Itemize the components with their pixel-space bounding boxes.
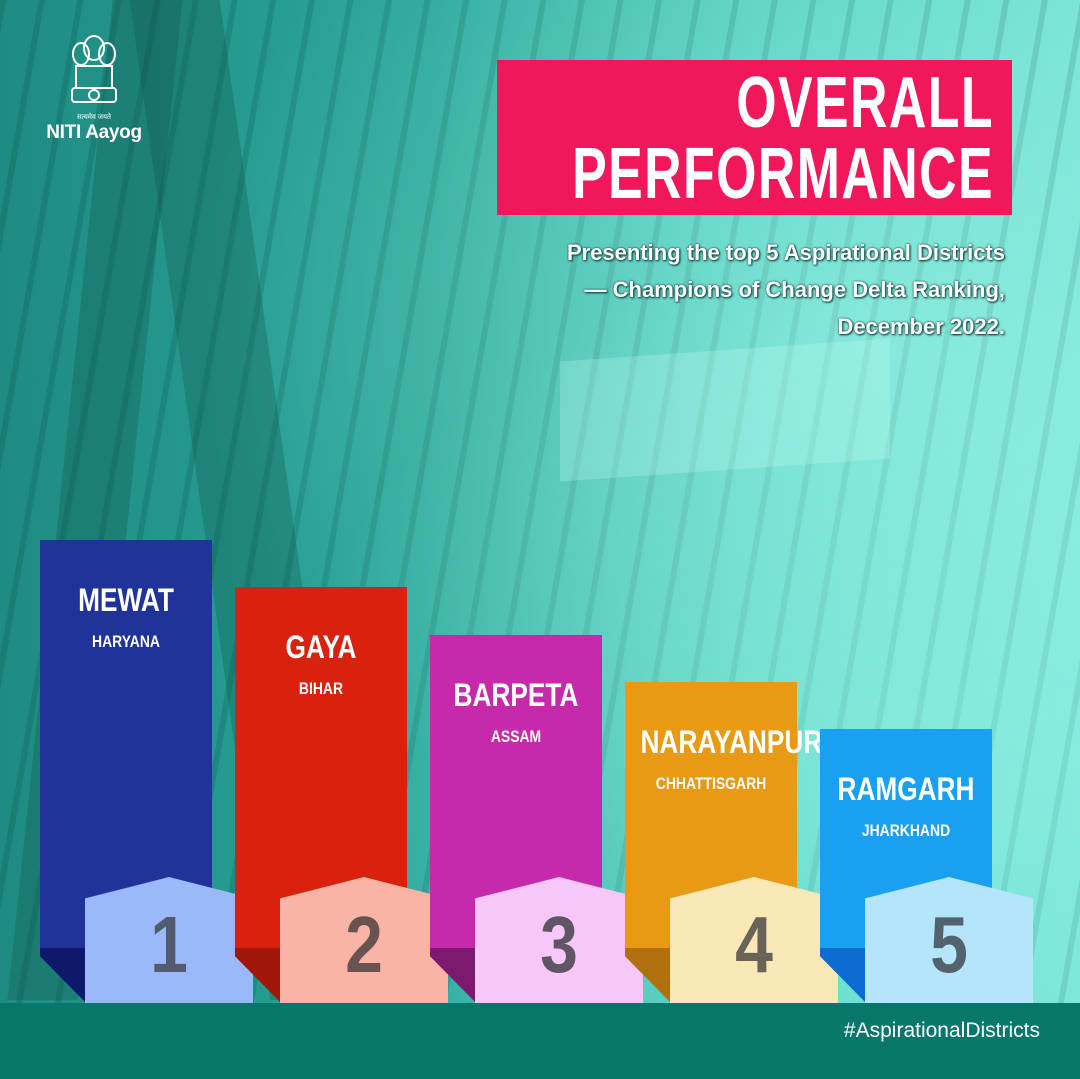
- rank-badge: 1: [85, 877, 253, 1003]
- state-name: BIHAR: [298, 679, 344, 699]
- district-name: MEWAT: [78, 582, 174, 618]
- district-name: RAMGARH: [837, 771, 975, 808]
- subtitle-line-1: Presenting the top 5 Aspirational Distri…: [566, 240, 1005, 265]
- subtitle: Presenting the top 5 Aspirational Distri…: [385, 234, 1005, 345]
- rank-badge: 2: [280, 877, 448, 1003]
- emblem-icon: [71, 35, 117, 103]
- state-name: JHARKHAND: [861, 821, 951, 841]
- rank-badge: 3: [475, 877, 643, 1003]
- rank-number: 3: [540, 900, 578, 989]
- district-name: GAYA: [285, 629, 357, 666]
- rank-number: 2: [345, 900, 383, 989]
- logo-name: NITI Aayog: [46, 122, 142, 143]
- footer-band: #AspirationalDistricts: [0, 1003, 1080, 1079]
- niti-aayog-logo: सत्यमेव जयते NITI Aayog: [38, 30, 150, 144]
- state-name: CHHATTISGARH: [655, 773, 767, 793]
- rank-badge: 5: [865, 877, 1033, 1003]
- district-name: NARAYANPUR: [640, 723, 823, 760]
- title-banner: OVERALL PERFORMANCE: [497, 60, 1012, 215]
- hashtag: #AspirationalDistricts: [843, 1019, 1040, 1042]
- rank-number: 5: [930, 900, 968, 989]
- background-books: [560, 338, 890, 482]
- rank-badge: 4: [670, 877, 838, 1003]
- subtitle-line-2: — Champions of Change Delta Ranking,: [584, 277, 1005, 302]
- logo-motto: सत्यमेव जयते: [76, 114, 112, 121]
- state-name: ASSAM: [490, 726, 542, 746]
- subtitle-line-3: December 2022.: [837, 314, 1005, 339]
- title-line-1: OVERALL: [736, 63, 994, 143]
- district-name: BARPETA: [453, 676, 579, 713]
- state-name: HARYANA: [92, 632, 160, 651]
- rank-number: 4: [735, 900, 773, 989]
- title-line-2: PERFORMANCE: [572, 134, 994, 214]
- rank-number: 1: [150, 900, 188, 989]
